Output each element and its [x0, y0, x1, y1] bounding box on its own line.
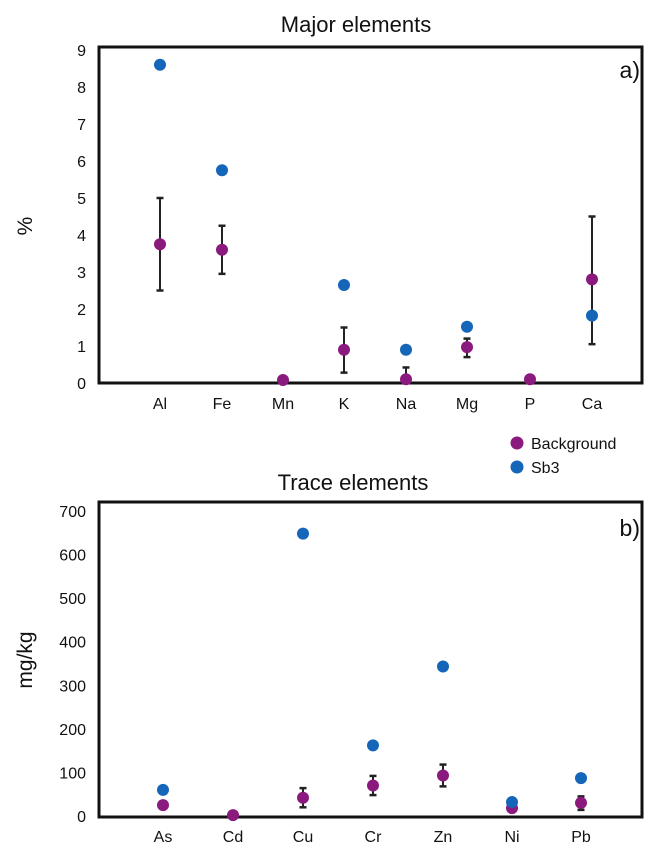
trace-background-point-cu [297, 791, 309, 804]
major-elements-panel: Major elements a) % 0 1 2 3 4 5 6 7 8 9 Al Fe Mn K Na… [14, 12, 644, 413]
major-y-tick-label: 4 [77, 228, 86, 245]
trace-elements-plot-frame [97, 500, 644, 819]
major-background-point-ca [586, 273, 598, 286]
trace-category-label-cr: Cr [365, 829, 383, 846]
trace-category-label-zn: Zn [434, 829, 453, 846]
major-elements-y-axis-label: % [14, 217, 37, 236]
trace-sb3-point-zn [437, 660, 449, 673]
major-y-tick-label: 9 [77, 43, 86, 60]
major-y-tick-label: 0 [77, 376, 86, 393]
major-category-label-mn: Mn [272, 396, 294, 413]
trace-sb3-point-cu [297, 527, 309, 540]
major-category-label-p: P [525, 396, 536, 413]
major-y-tick-label: 5 [77, 191, 86, 208]
trace-sb3-point-as [157, 783, 169, 796]
trace-y-tick-label: 700 [59, 504, 86, 521]
major-sb3-point-na [400, 343, 412, 356]
major-background-point-mg [461, 341, 473, 354]
major-y-tick-label: 2 [77, 302, 86, 319]
trace-background-point-cr [367, 779, 379, 792]
major-y-tick-label: 8 [77, 80, 86, 97]
major-category-label-ca: Ca [582, 396, 603, 413]
trace-elements-panel: Trace elements b) mg/kg 0 100 200 300 400 500… [14, 470, 644, 846]
legend-sb3-marker [510, 460, 524, 474]
major-background-point-mn [277, 374, 289, 387]
major-category-label-fe: Fe [213, 396, 232, 413]
trace-background-point-pb [575, 796, 587, 809]
trace-category-label-ni: Ni [504, 829, 519, 846]
major-sb3-point-fe [216, 164, 228, 177]
trace-y-tick-label: 400 [59, 635, 86, 652]
major-elements-title: Major elements [281, 12, 431, 37]
major-background-point-p [524, 373, 536, 386]
major-y-tick-label: 3 [77, 265, 86, 282]
major-y-tick-label: 1 [77, 339, 86, 356]
trace-y-tick-label: 600 [59, 548, 86, 565]
trace-y-tick-label: 500 [59, 591, 86, 608]
major-category-label-k: K [339, 396, 350, 413]
major-category-label-al: Al [153, 396, 167, 413]
trace-y-tick-label: 200 [59, 722, 86, 739]
major-category-label-na: Na [396, 396, 417, 413]
trace-elements-y-axis-label: mg/kg [14, 631, 37, 688]
trace-background-point-zn [437, 769, 449, 782]
major-y-tick-label: 7 [77, 117, 86, 134]
trace-category-label-cu: Cu [293, 829, 313, 846]
major-sb3-point-ca [586, 309, 598, 322]
trace-category-label-pb: Pb [571, 829, 591, 846]
legend-background-label: Background [531, 436, 616, 453]
trace-elements-panel-label: b) [620, 515, 640, 541]
trace-background-point-as [157, 799, 169, 812]
major-sb3-point-al [154, 58, 166, 71]
major-background-point-fe [216, 243, 228, 256]
trace-background-point-cd [227, 809, 239, 822]
major-sb3-point-k [338, 278, 350, 291]
trace-sb3-point-ni [506, 796, 518, 809]
legend: Background Sb3 [510, 436, 616, 477]
trace-category-label-as: As [154, 829, 173, 846]
major-background-point-na [400, 373, 412, 386]
trace-elements-title: Trace elements [278, 470, 429, 495]
legend-background-marker [510, 436, 524, 450]
major-elements-plot-frame [97, 45, 644, 385]
trace-y-tick-label: 300 [59, 678, 86, 695]
major-sb3-point-mg [461, 320, 473, 333]
major-background-point-al [154, 238, 166, 251]
trace-sb3-point-pb [575, 772, 587, 785]
trace-sb3-point-cr [367, 739, 379, 752]
major-elements-panel-label: a) [620, 57, 640, 83]
major-category-label-mg: Mg [456, 396, 478, 413]
major-y-tick-label: 6 [77, 154, 86, 171]
major-background-point-k [338, 343, 350, 356]
trace-y-tick-label: 100 [59, 765, 86, 782]
trace-category-label-cd: Cd [223, 829, 243, 846]
trace-y-tick-label: 0 [77, 809, 86, 826]
legend-sb3-label: Sb3 [531, 460, 560, 477]
